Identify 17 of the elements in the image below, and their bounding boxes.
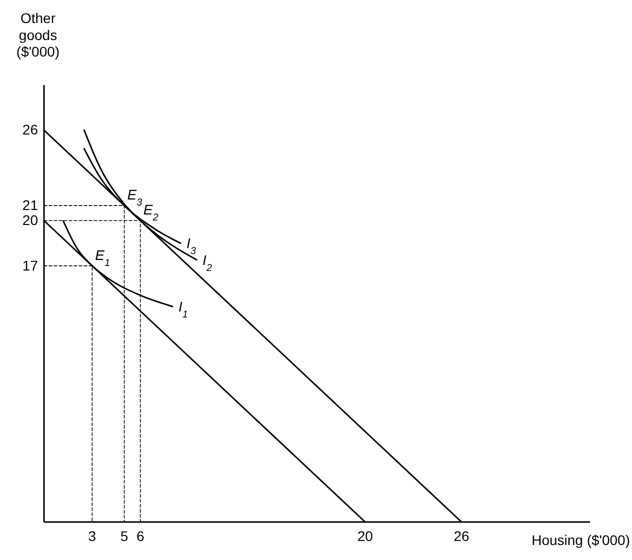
x-tick-label: 6	[136, 528, 144, 544]
x-tick-label: 26	[454, 528, 470, 544]
annotation: E$_{1}$	[95, 246, 110, 268]
annotation: E$_{2}$	[143, 202, 159, 224]
series-label: I$_{2}$	[202, 252, 212, 274]
y-tick-label: 20	[22, 212, 38, 228]
y-tick-label: 21	[22, 197, 38, 214]
annotation: E$_{3}$	[127, 186, 143, 208]
x-tick-label: 5	[120, 528, 128, 544]
series-label: I$_{1}$	[178, 298, 188, 320]
series-label: I$_{3}$	[186, 235, 196, 257]
x-axis-title: Housing ($'000)	[532, 532, 630, 548]
x-tick-label: 3	[88, 528, 96, 544]
y-tick-label: 26	[22, 122, 38, 138]
y-tick-label: 17	[22, 257, 38, 274]
y-axis-title: Other goods ($'000)	[16, 10, 60, 60]
x-tick-label: 20	[357, 528, 374, 544]
